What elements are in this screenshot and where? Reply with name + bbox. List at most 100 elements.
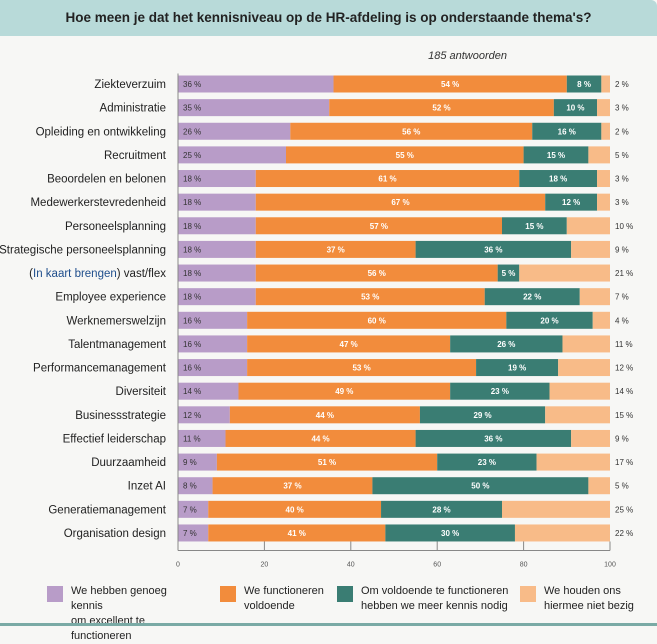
data-label: 14 % [615, 387, 633, 396]
data-label: 16 % [183, 340, 201, 349]
bar-segment [178, 193, 256, 211]
bottom-border [0, 623, 657, 626]
data-label: 53 % [352, 364, 370, 373]
data-label: 37 % [327, 245, 345, 254]
data-label: 36 % [183, 80, 201, 89]
category-label: Opleiding en ontwikkeling [36, 126, 166, 138]
bar-segment [571, 429, 610, 447]
bar-segment [437, 453, 537, 471]
bar-segment [255, 193, 546, 211]
x-tick-label: 80 [520, 561, 528, 568]
bar-segment [255, 240, 416, 258]
bar-segment [247, 335, 451, 353]
category-label: Ziekteverzuim [94, 79, 166, 91]
data-label: 18 % [183, 198, 201, 207]
bar-segment [381, 500, 502, 518]
legend-swatch [220, 586, 236, 602]
stacked-bar-chart: Ziekteverzuim 36 % 54 % 8 % 2 % Administratie… [0, 73, 633, 568]
bar-segment [597, 193, 610, 211]
category-label: Organisation design [64, 528, 166, 540]
bar-segment [178, 453, 217, 471]
bar-segment [597, 99, 610, 117]
data-label: 29 % [473, 411, 491, 420]
data-label: 26 % [183, 127, 201, 136]
x-tick-label: 20 [261, 561, 269, 568]
legend-label: Om voldoende te functioneren [361, 585, 509, 597]
bar-segment [238, 382, 451, 400]
data-label: 44 % [316, 411, 334, 420]
bar-segment [178, 75, 334, 93]
bar-segment [178, 500, 209, 518]
data-label: 18 % [183, 245, 201, 254]
page-title: Hoe meen je dat het kennisniveau op de H… [65, 10, 592, 25]
data-label: 60 % [368, 316, 386, 325]
bar-segment [255, 170, 520, 188]
bar-segment [545, 193, 598, 211]
category-label: Performancemanagement [33, 363, 167, 375]
category-label: Medewerkerstevredenheid [30, 197, 166, 209]
data-label: 44 % [311, 434, 329, 443]
legend-swatch [47, 586, 63, 602]
data-label: 19 % [508, 364, 526, 373]
bar-segment [286, 146, 524, 164]
bar-segment [519, 170, 598, 188]
bar-segment [225, 429, 416, 447]
data-label: 11 % [183, 434, 201, 443]
data-label: 3 % [615, 198, 629, 207]
legend-swatch [520, 586, 536, 602]
bar-segment [255, 217, 502, 235]
bar-segment [450, 382, 550, 400]
data-label: 7 % [183, 529, 197, 538]
bar-segment [532, 122, 602, 140]
bar-segment [178, 335, 248, 353]
bar-segment [178, 429, 226, 447]
data-label: 10 % [615, 222, 633, 231]
bar-segment [519, 264, 610, 282]
legend-item: Om voldoende te functioneren hebben we me… [337, 584, 511, 614]
bar-segment [502, 500, 610, 518]
bar-segment [415, 429, 572, 447]
data-label: 15 % [547, 151, 565, 160]
bar-segment [502, 217, 567, 235]
bar-segment [549, 382, 610, 400]
category-label: Diversiteit [116, 386, 167, 398]
bar-segment [178, 240, 256, 258]
data-label: 21 % [615, 269, 633, 278]
data-label: 36 % [484, 434, 502, 443]
bar-segment [333, 75, 567, 93]
bar-segment [545, 406, 610, 424]
header: Hoe meen je dat het kennisniveau op de H… [0, 0, 657, 36]
legend-label: We hebben genoeg kennis [71, 585, 167, 612]
category-label: Employee experience [55, 292, 166, 304]
category-label: Inzet AI [128, 481, 166, 493]
data-label: 14 % [183, 387, 201, 396]
data-label: 36 % [484, 245, 502, 254]
legend-item: We hebben genoeg kennis om excellent te f… [47, 584, 201, 644]
data-label: 18 % [549, 175, 567, 184]
x-tick-label: 40 [347, 561, 355, 568]
data-label: 18 % [183, 269, 201, 278]
data-label: 57 % [370, 222, 388, 231]
bar-segment [450, 335, 563, 353]
legend-label: voldoende [244, 600, 295, 612]
data-label: 23 % [491, 387, 509, 396]
response-count: 185 antwoorden [428, 50, 507, 62]
bar-segment [216, 453, 438, 471]
category-label: Administratie [100, 103, 166, 115]
bar-segment [178, 406, 230, 424]
data-label: 4 % [615, 316, 629, 325]
bar-segment [178, 359, 248, 377]
legend-label: hebben we meer kennis nodig [361, 600, 508, 612]
data-label: 22 % [523, 293, 541, 302]
bar-segment [601, 122, 610, 140]
data-label: 12 % [183, 411, 201, 420]
data-label: 9 % [615, 245, 629, 254]
bar-segment [247, 311, 507, 329]
data-label: 18 % [183, 222, 201, 231]
data-label: 56 % [368, 269, 386, 278]
bar-segment [290, 122, 533, 140]
data-label: 17 % [615, 458, 633, 467]
bar-segment [178, 524, 209, 542]
x-tick-label: 0 [176, 561, 180, 568]
bar-segment [476, 359, 559, 377]
